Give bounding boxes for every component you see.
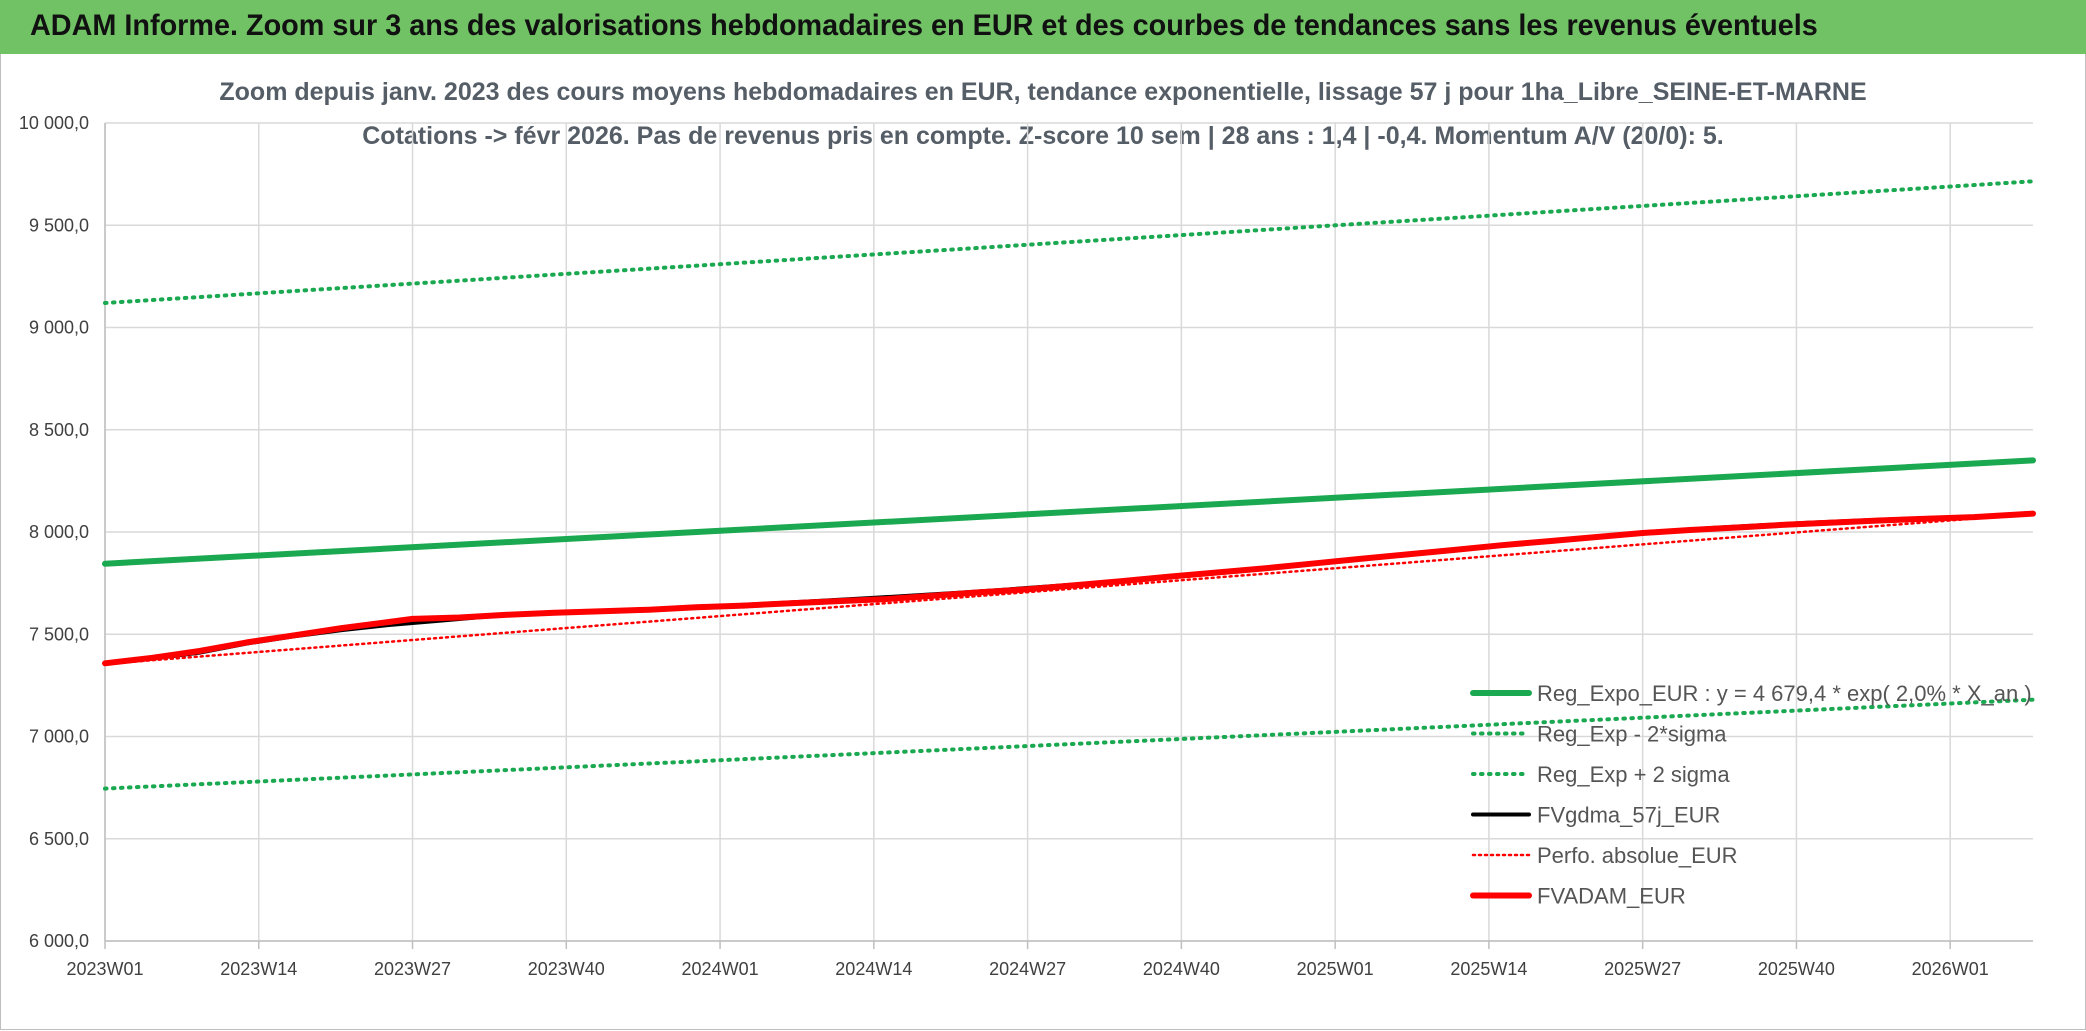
x-tick-label: 2023W27 bbox=[374, 959, 451, 979]
y-tick-label: 9 500,0 bbox=[29, 215, 89, 235]
y-tick-label: 10 000,0 bbox=[19, 113, 89, 133]
series-line-sigma bbox=[103, 179, 2035, 305]
x-tick-label: 2025W14 bbox=[1450, 959, 1527, 979]
series-line-trend bbox=[102, 457, 2036, 567]
y-axis: 6 000,0 6 500,0 7 000,0 7 500,0 8 000,0 8 500… bbox=[19, 113, 106, 951]
legend-label: Reg_Exp - 2*sigma bbox=[1537, 722, 1727, 747]
x-tick-label: 2025W40 bbox=[1758, 959, 1835, 979]
x-tick-label: 2024W01 bbox=[682, 959, 759, 979]
y-tick-label: 8 500,0 bbox=[29, 420, 89, 440]
x-tick-label: 2026W01 bbox=[1912, 959, 1989, 979]
y-tick-label: 7 500,0 bbox=[29, 624, 89, 644]
line-chart: Zoom depuis janv. 2023 des cours moyens … bbox=[19, 78, 2036, 979]
x-tick-label: 2025W01 bbox=[1297, 959, 1374, 979]
legend-label: FVgdma_57j_EUR bbox=[1537, 803, 1720, 828]
legend-label: FVADAM_EUR bbox=[1537, 884, 1686, 909]
legend: Reg_Expo_EUR : y = 4 679,4 * exp( 2,0% *… bbox=[1470, 681, 2032, 909]
report-title: ADAM Informe. Zoom sur 3 ans des valoris… bbox=[30, 9, 1818, 42]
x-tick-label: 2025W27 bbox=[1604, 959, 1681, 979]
y-tick-label: 7 000,0 bbox=[29, 727, 89, 747]
legend-label: Perfo. absolue_EUR bbox=[1537, 843, 1738, 868]
x-tick-label: 2023W40 bbox=[528, 959, 605, 979]
series bbox=[102, 179, 2036, 791]
gridlines bbox=[104, 122, 2033, 942]
chart-title-line2: Cotations -> févr 2026. Pas de revenus p… bbox=[362, 122, 1723, 150]
y-tick-label: 6 500,0 bbox=[29, 829, 89, 849]
chart-area: Zoom depuis janv. 2023 des cours moyens … bbox=[0, 54, 2086, 1030]
series-line-perf bbox=[103, 512, 2035, 666]
y-tick-label: 9 000,0 bbox=[29, 318, 89, 338]
legend-label: Reg_Exp + 2 sigma bbox=[1537, 762, 1730, 787]
x-tick-label: 2024W27 bbox=[989, 959, 1066, 979]
report-banner: ADAM Informe. Zoom sur 3 ans des valoris… bbox=[0, 0, 2086, 55]
series-line-sigma bbox=[103, 697, 2035, 791]
x-axis: 2023W01 2023W14 2023W27 2023W40 2024W01 2024W… bbox=[66, 940, 2033, 979]
x-tick-label: 2024W40 bbox=[1143, 959, 1220, 979]
x-tick-label: 2023W01 bbox=[66, 959, 143, 979]
x-tick-label: 2023W14 bbox=[220, 959, 297, 979]
y-tick-label: 8 000,0 bbox=[29, 522, 89, 542]
chart-title-line1: Zoom depuis janv. 2023 des cours moyens … bbox=[219, 78, 1866, 106]
x-tick-label: 2024W14 bbox=[835, 959, 912, 979]
y-tick-label: 6 000,0 bbox=[29, 931, 89, 951]
series-line-adam bbox=[102, 510, 2036, 667]
legend-label: Reg_Expo_EUR : y = 4 679,4 * exp( 2,0% *… bbox=[1537, 681, 2032, 706]
